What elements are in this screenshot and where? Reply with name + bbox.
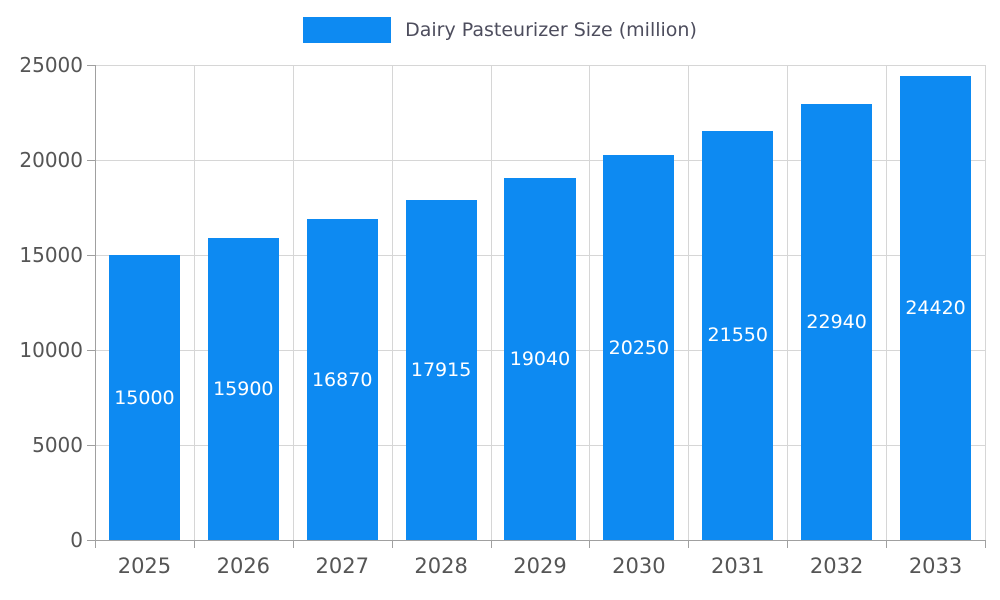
vertical-gridline: [688, 65, 690, 540]
bar-value-label: 24420: [905, 297, 966, 320]
bar: 24420: [899, 76, 972, 540]
x-axis-tick-mark: [787, 540, 789, 548]
x-axis-tick-mark: [95, 540, 96, 548]
x-axis-tick-label: 2033: [908, 554, 963, 578]
y-axis-line: [95, 65, 96, 540]
y-axis-tick-mark: [87, 540, 95, 541]
y-axis-tick-label: 20000: [19, 148, 83, 172]
x-axis-tick-mark: [688, 540, 690, 548]
x-axis-tick-mark: [589, 540, 591, 548]
x-axis-tick-label: 2030: [612, 554, 666, 578]
vertical-gridline: [490, 65, 492, 540]
bar-value-label: 21550: [707, 324, 768, 347]
bar: 22940: [801, 104, 873, 540]
x-axis-tick-label: 2025: [117, 554, 172, 578]
vertical-gridline: [292, 65, 294, 540]
bar: 19040: [504, 178, 576, 540]
y-axis-tick-mark: [87, 445, 95, 446]
bar: 20250: [603, 155, 675, 540]
x-axis-tick-mark: [886, 540, 888, 548]
y-axis-tick-mark: [87, 255, 95, 256]
vertical-gridline: [193, 65, 195, 540]
x-axis-tick-mark: [490, 540, 492, 548]
bar-value-label: 16870: [311, 368, 373, 391]
y-axis-tick-label: 5000: [32, 433, 83, 457]
bar: 15000: [108, 255, 181, 540]
x-axis-line: [95, 540, 985, 541]
x-axis-tick-label: 2031: [711, 554, 765, 578]
bar: 15900: [207, 237, 279, 540]
bar-value-label: 22940: [806, 311, 867, 334]
x-axis-tick-mark: [292, 540, 294, 548]
x-axis-tick-label: 2026: [216, 554, 271, 578]
vertical-gridline: [985, 65, 986, 540]
bar: 16870: [306, 219, 378, 540]
x-axis-tick-label: 2027: [315, 554, 369, 578]
horizontal-gridline: [95, 65, 985, 66]
x-axis-tick-label: 2028: [414, 554, 468, 578]
y-axis-tick-mark: [87, 350, 95, 351]
y-axis-tick-label: 10000: [19, 338, 83, 362]
legend-swatch: [303, 17, 392, 43]
vertical-gridline: [589, 65, 591, 540]
y-axis-tick-label: 15000: [19, 243, 83, 267]
bar-value-label: 19040: [509, 348, 571, 371]
y-axis-tick-label: 25000: [19, 53, 83, 77]
x-axis-tick-mark: [193, 540, 195, 548]
bar: 21550: [702, 130, 774, 540]
vertical-gridline: [886, 65, 888, 540]
y-axis-tick-label: 0: [70, 528, 83, 552]
bar-value-label: 17915: [410, 358, 472, 381]
plot-area: 15000 15900 16870 17915 19040 20250 21550 22940…: [95, 65, 986, 540]
bar-value-label: 15900: [213, 377, 274, 400]
y-axis-tick-mark: [87, 160, 95, 161]
bar: 17915: [405, 199, 477, 540]
chart-legend: Dairy Pasteurizer Size (million): [0, 17, 1000, 43]
vertical-gridline: [391, 65, 393, 540]
x-axis-tick-label: 2032: [809, 554, 864, 578]
legend-label: Dairy Pasteurizer Size (million): [405, 19, 697, 41]
y-axis-tick-mark: [87, 65, 95, 66]
bar-value-label: 20250: [608, 336, 670, 359]
x-axis-tick-mark: [391, 540, 393, 548]
bar-value-label: 15000: [114, 386, 175, 409]
x-axis-tick-label: 2029: [513, 554, 567, 578]
horizontal-gridline: [95, 160, 985, 161]
x-axis-tick-mark: [985, 540, 986, 548]
vertical-gridline: [787, 65, 789, 540]
